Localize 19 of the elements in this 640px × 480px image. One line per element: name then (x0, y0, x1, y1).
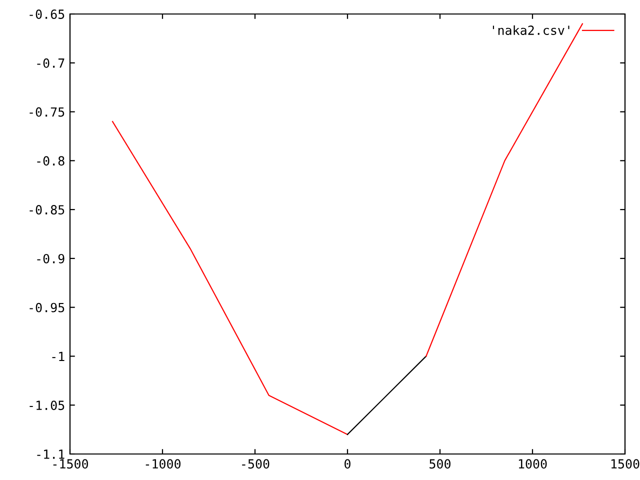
x-tick-label: -1500 (53, 459, 88, 469)
legend-label: 'naka2.csv' (492, 25, 570, 35)
y-tick-label: -0.95 (30, 302, 64, 312)
y-tick-label: -1.1 (37, 450, 64, 459)
y-tick-label: -0.8 (37, 156, 64, 166)
x-tick-label: 1500 (611, 459, 640, 469)
line-series (112, 121, 348, 435)
x-tick-label: 0 (344, 459, 350, 469)
x-tick-label: 500 (430, 459, 450, 469)
y-tick-label: -1.05 (30, 400, 64, 410)
x-tick-label: 1000 (518, 459, 547, 469)
y-tick-label: -0.85 (30, 205, 64, 215)
x-tick-label: -1000 (146, 459, 181, 469)
y-tick-label: -1 (52, 352, 64, 362)
y-tick-label: -0.7 (37, 58, 64, 68)
x-tick-label: -500 (242, 459, 270, 469)
y-tick-label: -0.75 (30, 107, 64, 117)
y-tick-label: -0.65 (30, 10, 64, 19)
y-tick-label: -0.9 (37, 254, 64, 264)
